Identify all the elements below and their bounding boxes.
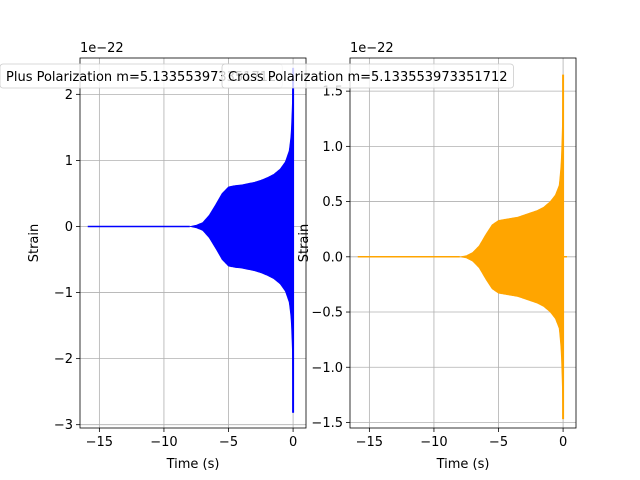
left-y-axis-label: Strain <box>27 224 42 263</box>
right-y-tick-label: 0.5 <box>322 195 343 210</box>
right-y-ticks: −1.5−1.0−0.50.00.51.01.5 <box>311 85 350 431</box>
left-offset-text: 1e−22 <box>80 41 124 56</box>
right-y-tick-label: −1.5 <box>311 416 343 431</box>
left-x-tick-label: −10 <box>150 435 177 450</box>
left-legend: Plus Polarization m=5.133553973351712 <box>0 63 283 89</box>
left-y-tick-label: 1 <box>65 154 73 169</box>
right-x-ticks: −15 −10 −5 0 <box>356 428 567 450</box>
right-x-tick-label: 0 <box>559 435 567 450</box>
left-y-tick-label: 0 <box>65 220 73 235</box>
right-y-tick-label: −1.0 <box>311 361 343 376</box>
right-x-tick-label: −10 <box>420 435 447 450</box>
left-axes-frame <box>79 57 307 429</box>
right-legend: Cross Polarization m=5.133553973351712 <box>221 63 514 89</box>
left-x-tick-label: −5 <box>219 435 238 450</box>
right-x-tick-label: −5 <box>489 435 508 450</box>
panel-right-cross-polarization: −15 −10 −5 0 −1.5−1.0−0.50.00.51.01.5 1e−22… <box>297 41 577 472</box>
right-y-tick-label: 0.0 <box>322 250 343 265</box>
right-axes-frame <box>349 57 577 429</box>
right-x-tick-label: −15 <box>356 435 383 450</box>
left-y-tick-label: 2 <box>65 88 73 103</box>
left-y-tick-label: −1 <box>54 286 73 301</box>
right-legend-box <box>221 63 514 89</box>
left-x-tick-label: −15 <box>86 435 113 450</box>
left-x-ticks: −15 −10 −5 0 <box>86 428 297 450</box>
right-y-tick-label: 1.0 <box>322 140 343 155</box>
right-legend-entry: Cross Polarization m=5.133553973351712 <box>228 70 507 85</box>
left-y-tick-label: −2 <box>54 352 73 367</box>
left-x-axis-label: Time (s) <box>166 457 220 472</box>
left-legend-entry: Plus Polarization m=5.133553973351712 <box>6 70 276 85</box>
left-y-tick-label: −3 <box>54 418 73 433</box>
right-y-axis-label: Strain <box>297 224 312 263</box>
left-y-ticks: −3 −2 −1 0 1 2 <box>54 88 80 433</box>
right-offset-text: 1e−22 <box>350 41 394 56</box>
left-x-tick-label: 0 <box>289 435 297 450</box>
right-x-axis-label: Time (s) <box>436 457 490 472</box>
right-y-tick-label: −0.5 <box>311 306 343 321</box>
